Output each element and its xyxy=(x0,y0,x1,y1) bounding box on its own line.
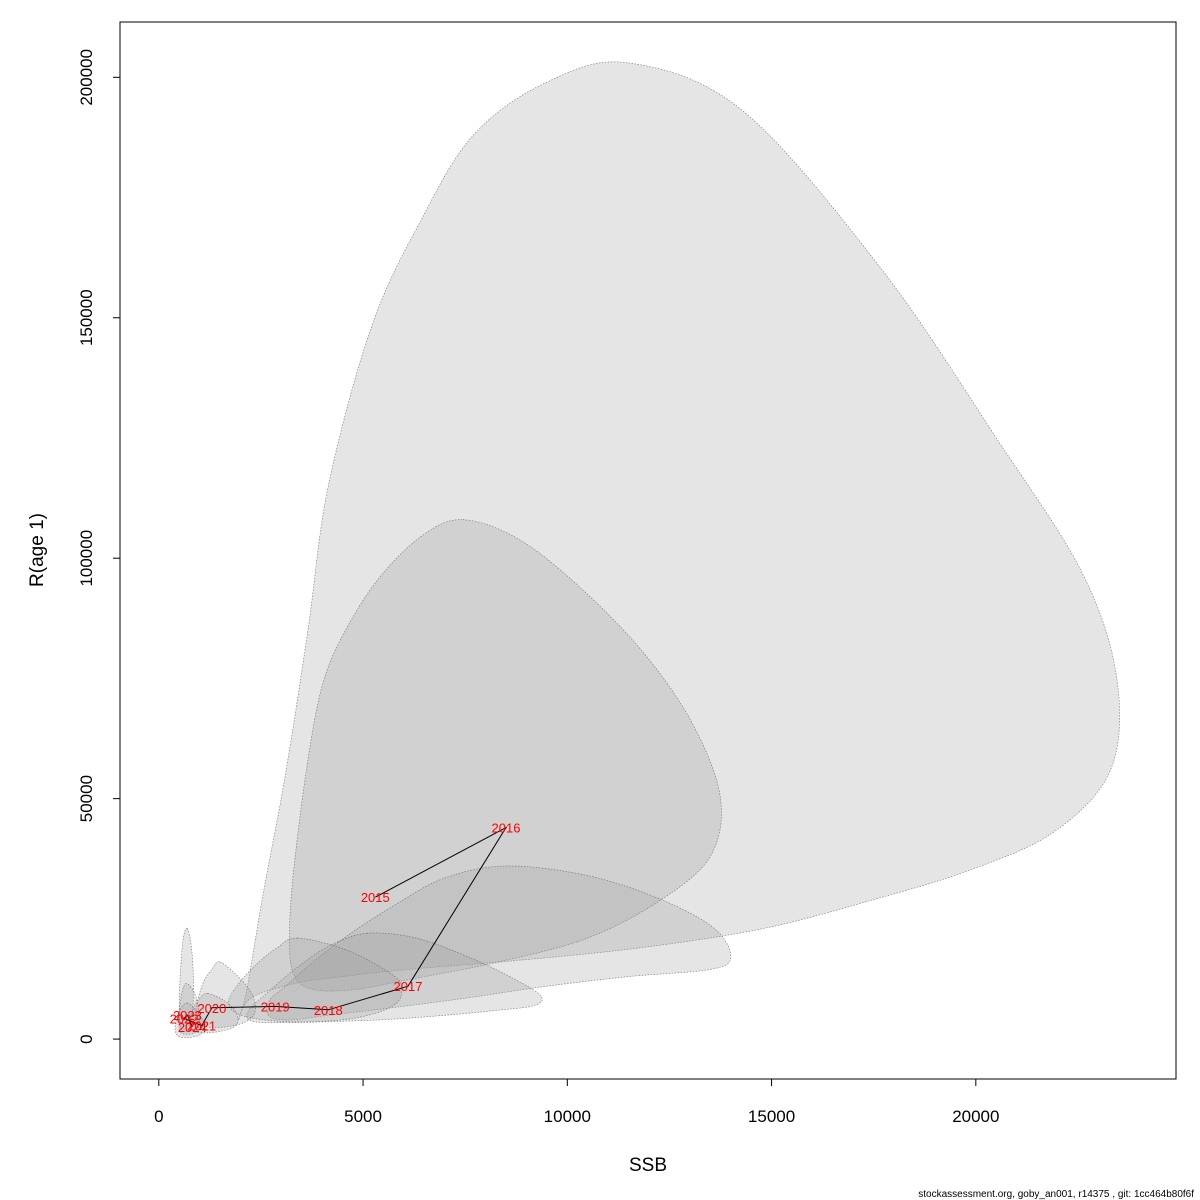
year-label-2016: 2016 xyxy=(492,821,521,836)
x-tick-label: 10000 xyxy=(544,1107,591,1126)
confidence-region-2018 xyxy=(246,932,543,1024)
year-label-2024: 2024 xyxy=(178,1020,207,1035)
year-label-2015: 2015 xyxy=(361,890,390,905)
x-axis: 0 5000 10000 15000 20000 xyxy=(154,1078,999,1126)
y-tick-label: 0 xyxy=(77,1034,96,1043)
x-tick-label: 0 xyxy=(154,1107,163,1126)
y-axis: 0 50000 100000 150000 200000 xyxy=(77,49,121,1044)
x-tick-label: 5000 xyxy=(344,1107,382,1126)
confidence-region-2015 xyxy=(289,519,722,992)
trajectory-line xyxy=(183,826,508,1028)
confidence-region-2023 xyxy=(178,983,201,1035)
y-tick-label: 150000 xyxy=(77,289,96,346)
confidence-region-2016 xyxy=(238,61,1121,1021)
year-label-2022: 2022 xyxy=(170,1011,199,1026)
trajectory xyxy=(183,826,508,1028)
year-label-2019: 2019 xyxy=(261,999,290,1014)
year-label-2018: 2018 xyxy=(314,1003,343,1018)
year-label-2023: 2023 xyxy=(173,1008,202,1023)
year-label-2020: 2020 xyxy=(197,1001,226,1016)
y-tick-label: 50000 xyxy=(77,775,96,822)
x-tick-label: 15000 xyxy=(748,1107,795,1126)
year-label-2017: 2017 xyxy=(394,979,423,994)
y-axis-title: R(age 1) xyxy=(27,513,48,587)
confidence-regions xyxy=(174,61,1121,1038)
x-axis-title: SSB xyxy=(629,1155,667,1176)
y-tick-label: 100000 xyxy=(77,530,96,587)
x-tick-label: 20000 xyxy=(952,1107,999,1126)
confidence-region-2021 xyxy=(189,993,239,1034)
y-tick-label: 200000 xyxy=(77,49,96,106)
footer-text: stockassessment.org, goby_an001, r14375 … xyxy=(918,1189,1194,1200)
confidence-region-2017 xyxy=(266,865,732,1021)
year-label-2021: 2021 xyxy=(187,1019,216,1034)
